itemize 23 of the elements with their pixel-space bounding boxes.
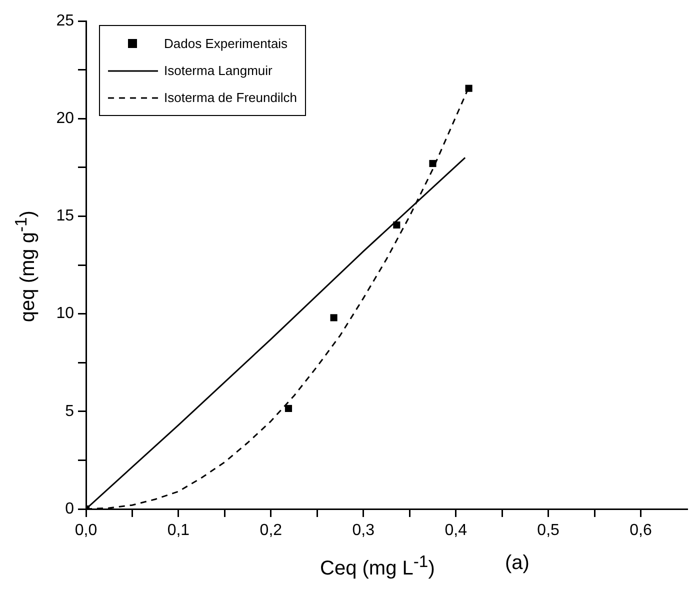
y-tick-label: 20 bbox=[56, 110, 74, 128]
x-tick-label: 0,1 bbox=[167, 522, 190, 540]
x-tick-label: 0,3 bbox=[352, 522, 375, 540]
x-tick-label: 0,4 bbox=[444, 522, 468, 540]
x-tick-label: 0,2 bbox=[260, 522, 282, 540]
legend-label: Dados Experimentais bbox=[164, 36, 288, 51]
y-tick-label: 10 bbox=[56, 305, 74, 322]
y-tick-label: 15 bbox=[56, 208, 74, 225]
legend-label: Isoterma de Freundilch bbox=[164, 90, 297, 105]
x-tick-label: 0,5 bbox=[537, 522, 560, 540]
x-tick-label: 0,6 bbox=[630, 522, 652, 540]
x-axis-title: Ceq (mg L$^{-1}$) bbox=[320, 552, 435, 581]
x-tick-label: 0,0 bbox=[74, 522, 98, 540]
point bbox=[465, 84, 472, 92]
y-tick-label: 0 bbox=[65, 500, 74, 518]
point bbox=[393, 221, 400, 229]
y-tick-label: 5 bbox=[65, 402, 74, 420]
point bbox=[429, 160, 436, 168]
point bbox=[284, 404, 292, 412]
legend-label: Isoterma Langmuir bbox=[164, 63, 272, 78]
point bbox=[330, 314, 338, 322]
text: (a) bbox=[505, 552, 530, 575]
y-tick-label: 25 bbox=[56, 12, 74, 30]
